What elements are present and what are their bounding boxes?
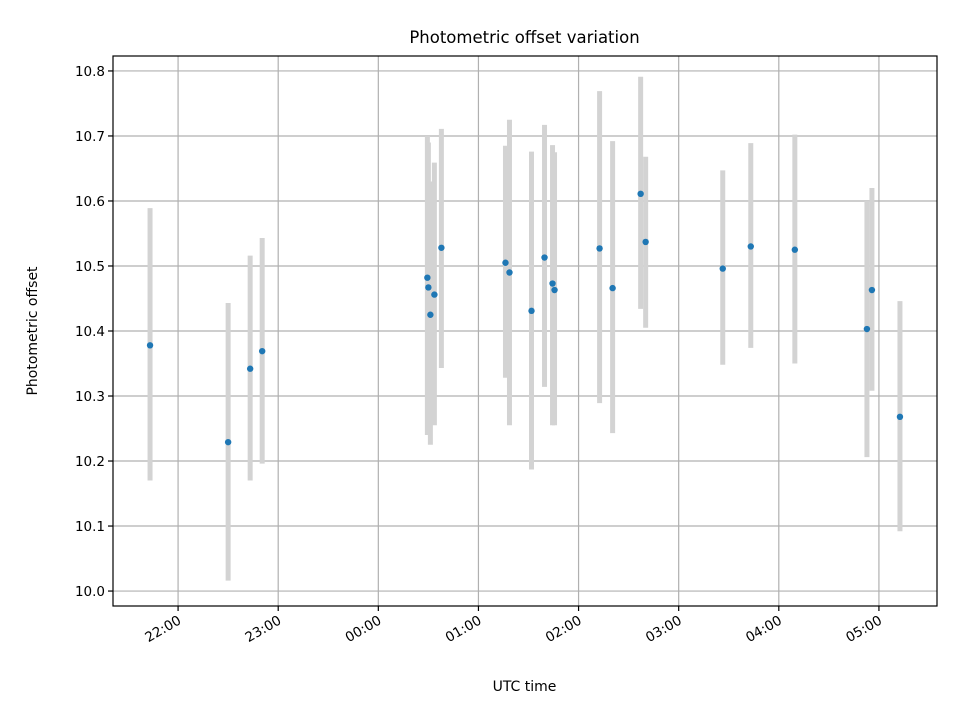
data-point xyxy=(246,365,254,372)
data-point xyxy=(541,254,548,261)
data-point xyxy=(596,245,603,252)
y-tick-label: 10.8 xyxy=(75,64,105,80)
data-point xyxy=(868,286,876,294)
data-point xyxy=(528,307,535,315)
data-point xyxy=(431,291,438,298)
chart-title: Photometric offset variation xyxy=(409,28,639,47)
data-point xyxy=(438,244,445,251)
data-point xyxy=(609,284,616,292)
y-tick-label: 10.1 xyxy=(75,519,105,535)
y-tick-label: 10.6 xyxy=(75,194,105,210)
data-point xyxy=(637,190,644,198)
data-point xyxy=(719,265,726,272)
data-point xyxy=(863,325,871,333)
data-point xyxy=(791,246,799,253)
data-point xyxy=(642,238,649,246)
y-axis-label: Photometric offset xyxy=(25,266,41,396)
x-axis-label: UTC time xyxy=(493,679,557,695)
data-points xyxy=(146,190,904,446)
data-point xyxy=(896,413,904,421)
y-tick-label: 10.7 xyxy=(75,129,105,145)
y-tick-label: 10.0 xyxy=(75,584,105,600)
data-point xyxy=(224,438,232,446)
data-point xyxy=(549,280,556,287)
y-axis-ticks: 10.0 10.1 10.2 10.3 10.4 10.5 10.6 10.7 10.8 xyxy=(75,64,113,600)
y-tick-label: 10.2 xyxy=(75,454,105,470)
y-tick-label: 10.4 xyxy=(75,324,105,340)
data-point xyxy=(747,243,754,250)
data-point xyxy=(258,347,266,355)
data-point xyxy=(424,274,431,281)
data-point xyxy=(551,286,558,294)
data-point xyxy=(146,342,154,349)
y-tick-label: 10.5 xyxy=(75,259,105,275)
y-tick-label: 10.3 xyxy=(75,389,105,405)
data-point xyxy=(502,259,509,266)
data-point xyxy=(427,311,434,318)
data-point xyxy=(506,269,513,276)
data-point xyxy=(425,284,432,291)
